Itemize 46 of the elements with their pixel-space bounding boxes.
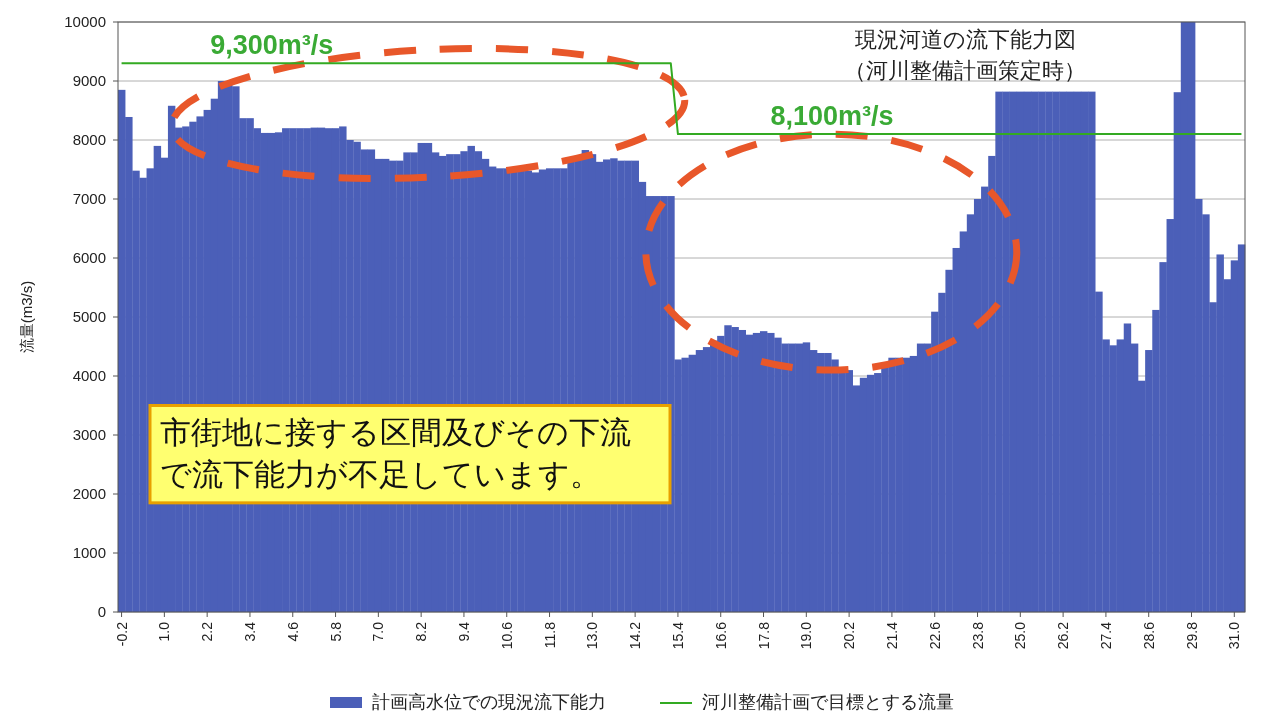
x-tick-label: 2.2 xyxy=(199,621,216,642)
annotation: 市街地に接する区間及びその下流で流下能力が不足しています。 xyxy=(160,413,632,494)
y-tick-label: 9000 xyxy=(72,72,106,89)
x-tick-label: 28.6 xyxy=(1140,621,1157,650)
x-tick-label: 31.0 xyxy=(1226,621,1243,650)
x-tick-label: 20.2 xyxy=(841,621,858,650)
annotation: 9,300m³/s xyxy=(210,30,334,61)
x-tick-label: 22.6 xyxy=(926,621,943,650)
y-tick-label: 0 xyxy=(97,603,106,620)
y-tick-label: 6000 xyxy=(72,249,106,266)
x-tick-label: 4.6 xyxy=(284,621,301,642)
legend-label: 計画高水位での現況流下能力 xyxy=(372,692,606,712)
y-tick-label: 2000 xyxy=(72,485,106,502)
x-tick-label: 26.2 xyxy=(1055,621,1072,650)
y-tick-label: 8000 xyxy=(72,131,106,148)
legend-label: 河川整備計画で目標とする流量 xyxy=(702,692,954,712)
x-tick-label: 5.8 xyxy=(327,621,344,642)
x-tick-label: 13.0 xyxy=(584,621,601,650)
chart-title: 現況河道の流下能力図 xyxy=(854,27,1076,52)
x-tick-label: 29.8 xyxy=(1183,621,1200,650)
x-tick-label: 19.0 xyxy=(798,621,815,650)
y-tick-label: 1000 xyxy=(72,544,106,561)
y-tick-label: 4000 xyxy=(72,367,106,384)
y-tick-label: 7000 xyxy=(72,190,106,207)
y-tick-label: 10000 xyxy=(64,13,106,30)
text: （河川整備計画策定時） xyxy=(844,58,1086,83)
x-tick-label: 8.2 xyxy=(413,621,430,642)
y-tick-label: 3000 xyxy=(72,426,106,443)
x-tick-label: -0.2 xyxy=(113,621,130,647)
x-tick-label: 10.6 xyxy=(498,621,515,650)
x-tick-label: 14.2 xyxy=(627,621,644,650)
y-tick-label: 5000 xyxy=(72,308,106,325)
y-axis-title: 流量(m3/s) xyxy=(18,280,35,354)
x-tick-label: 25.0 xyxy=(1012,621,1029,650)
annotation: 8,100m³/s xyxy=(770,101,894,132)
x-tick-label: 17.8 xyxy=(755,621,772,650)
x-tick-label: 7.0 xyxy=(370,621,387,642)
x-tick-label: 3.4 xyxy=(241,621,258,642)
x-tick-label: 1.0 xyxy=(156,621,173,642)
x-tick-label: 27.4 xyxy=(1097,621,1114,650)
x-tick-label: 11.8 xyxy=(541,621,558,649)
x-tick-label: 16.6 xyxy=(712,621,729,650)
x-tick-label: 15.4 xyxy=(669,621,686,650)
x-tick-label: 9.4 xyxy=(455,621,472,642)
x-tick-label: 23.8 xyxy=(969,621,986,650)
x-tick-label: 21.4 xyxy=(883,621,900,650)
